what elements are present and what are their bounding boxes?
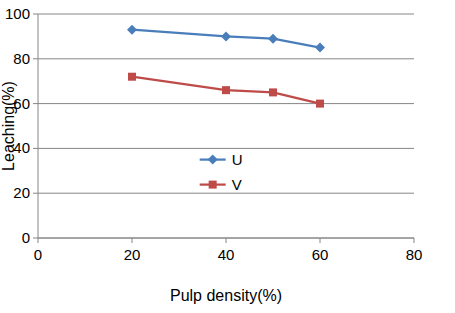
y-tick	[33, 103, 38, 104]
y-tick-label: 100	[5, 5, 30, 22]
y-tick-label: 80	[13, 50, 30, 67]
data-point	[315, 43, 325, 53]
chart-svg: 020406080100020406080Pulp density(%)Leac…	[0, 0, 455, 313]
y-tick	[33, 148, 38, 149]
y-tick-label: 0	[22, 229, 30, 246]
x-axis-title: Pulp density(%)	[170, 287, 282, 304]
x-tick-label: 60	[312, 246, 329, 263]
data-point	[222, 86, 230, 94]
y-tick-label: 20	[13, 184, 30, 201]
data-point	[127, 25, 137, 35]
grid-line	[38, 103, 414, 104]
x-axis	[38, 238, 414, 239]
x-tick-label: 80	[406, 246, 423, 263]
x-tick	[320, 238, 321, 243]
legend-marker	[209, 181, 217, 189]
y-tick	[33, 58, 38, 59]
y-axis	[38, 14, 39, 238]
x-tick	[132, 238, 133, 243]
y-axis-title: Leaching(%)	[0, 81, 17, 171]
x-tick	[414, 238, 415, 243]
series-line	[132, 30, 320, 48]
grid-line	[38, 14, 414, 15]
data-point	[128, 73, 136, 81]
data-point	[268, 34, 278, 44]
chart-container: 020406080100020406080Pulp density(%)Leac…	[0, 0, 455, 313]
x-tick-label: 20	[124, 246, 141, 263]
grid-line	[38, 193, 414, 194]
legend-label: V	[232, 176, 242, 193]
legend-marker	[208, 155, 218, 165]
legend: UV	[200, 151, 243, 193]
y-tick	[33, 14, 38, 15]
y-tick	[33, 193, 38, 194]
x-tick	[226, 238, 227, 243]
x-tick	[38, 238, 39, 243]
data-point	[221, 31, 231, 41]
x-tick-label: 0	[34, 246, 42, 263]
plot-area	[127, 25, 325, 108]
grid-line	[38, 148, 414, 149]
legend-label: U	[232, 151, 243, 168]
data-point	[316, 100, 324, 108]
x-tick-label: 40	[218, 246, 235, 263]
data-point	[269, 88, 277, 96]
grid-line	[38, 238, 414, 239]
grid-line	[38, 58, 414, 59]
y-tick	[33, 238, 38, 239]
series-line	[132, 77, 320, 104]
